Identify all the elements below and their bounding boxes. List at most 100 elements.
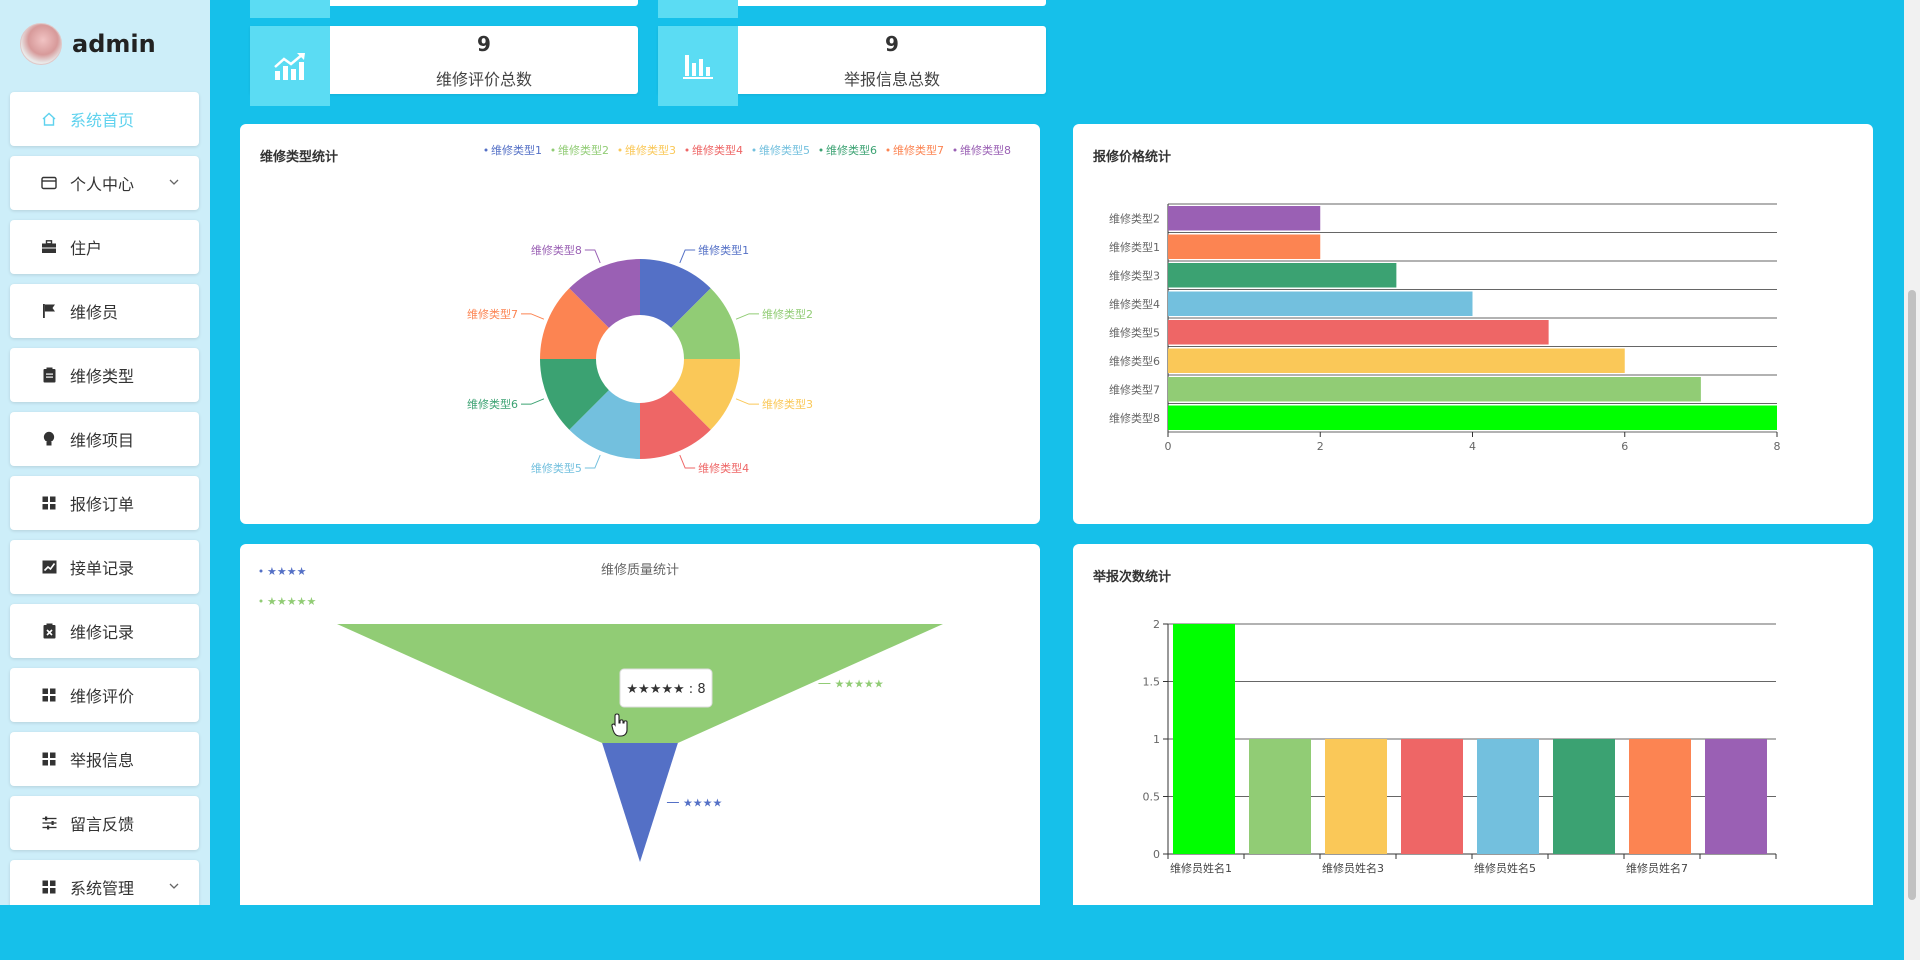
pie-label: 维修类型7 — [467, 307, 518, 321]
bar[interactable] — [1173, 624, 1235, 854]
sidebar-item-6[interactable]: 维修项目 — [10, 412, 199, 466]
x-tick-label: 4 — [1469, 440, 1476, 453]
chart-tooltip: ★★★★★ : 8 — [619, 668, 713, 708]
sidebar-item-1[interactable]: 系统首页 — [10, 92, 199, 146]
pie-slice[interactable] — [640, 259, 711, 328]
pie-label: 维修类型1 — [698, 243, 749, 257]
legend-marker[interactable] — [618, 148, 622, 152]
bar[interactable] — [1168, 206, 1321, 231]
pie-slice[interactable] — [540, 288, 609, 359]
y-tick-label: 维修类型1 — [1109, 240, 1160, 254]
x-tick-label: 2 — [1317, 440, 1324, 453]
grid-icon — [40, 686, 58, 704]
bar[interactable] — [1401, 739, 1463, 854]
sidebar-item-label: 举报信息 — [70, 751, 135, 770]
legend-label[interactable]: 维修类型4 — [692, 143, 743, 157]
funnel-label: ★★★★ — [683, 797, 723, 810]
legend-label[interactable]: 维修类型5 — [759, 143, 810, 157]
bar[interactable] — [1168, 320, 1549, 345]
page-scrollbar[interactable] — [1904, 0, 1920, 960]
sidebar-item-label: 维修类型 — [70, 367, 135, 386]
sliders-icon — [40, 814, 58, 832]
legend-marker[interactable] — [819, 148, 823, 152]
tooltip-box — [619, 668, 713, 708]
legend-marker[interactable] — [551, 148, 555, 152]
sidebar-item-label: 维修员 — [70, 303, 119, 322]
legend-marker[interactable] — [953, 148, 957, 152]
legend-label[interactable]: 维修类型8 — [960, 143, 1011, 157]
legend-marker[interactable] — [259, 599, 263, 603]
stat-value: 9 — [477, 32, 491, 56]
bottom-strip — [0, 905, 1904, 960]
sidebar-item-8[interactable]: 接单记录 — [10, 540, 199, 594]
sidebar-item-4[interactable]: 维修员 — [10, 284, 199, 338]
sidebar: admin 系统首页 个人中心 住户 维修员 维修类型 维修项目 报修订单 接单记录 维修记录维… — [0, 0, 210, 914]
panel-title: 报修价格统计 — [1093, 150, 1172, 165]
bar[interactable] — [1325, 739, 1387, 854]
legend-label[interactable]: 维修类型7 — [893, 143, 944, 157]
sidebar-item-9[interactable]: 维修记录 — [10, 604, 199, 658]
grid-icon — [40, 750, 58, 768]
bar-chart-icon — [658, 26, 738, 106]
funnel-segment[interactable] — [602, 743, 678, 862]
legend-marker[interactable] — [259, 569, 263, 573]
legend-label[interactable]: 维修类型3 — [625, 143, 676, 157]
y-tick-label: 0 — [1153, 848, 1160, 861]
bar[interactable] — [1168, 348, 1625, 374]
bar[interactable] — [1168, 263, 1397, 288]
stat-card-reports: 9 举报信息总数 — [658, 26, 1046, 106]
pie-leader-line — [735, 398, 760, 405]
legend-marker[interactable] — [484, 148, 488, 152]
legend-marker[interactable] — [685, 148, 689, 152]
y-tick-label: 维修类型4 — [1109, 297, 1160, 311]
bar[interactable] — [1553, 739, 1615, 854]
hbar-chart: 维修类型2 维修类型1 维修类型3 维修类型4 维修类型5 维修类型6 维修类型7 维修类型8… — [1109, 203, 1781, 453]
home-icon — [40, 110, 58, 128]
sidebar-item-5[interactable]: 维修类型 — [10, 348, 199, 402]
partial-stat-icon-left — [250, 0, 330, 18]
bar[interactable] — [1629, 739, 1691, 854]
pie-slice[interactable] — [569, 390, 640, 459]
legend-marker[interactable] — [886, 148, 890, 152]
sidebar-item-7[interactable]: 报修订单 — [10, 476, 199, 530]
clipboard-icon — [40, 366, 58, 384]
pie-label: 维修类型4 — [698, 461, 749, 475]
bar[interactable] — [1168, 377, 1701, 402]
x-tick-label: 维修员姓名7 — [1626, 861, 1688, 875]
clipboard-x-icon — [40, 622, 58, 640]
scroll-thumb[interactable] — [1908, 290, 1916, 900]
sidebar-item-10[interactable]: 维修评价 — [10, 668, 199, 722]
stat-label: 举报信息总数 — [843, 70, 940, 89]
bar[interactable] — [1477, 739, 1539, 854]
sidebar-item-label: 维修记录 — [70, 623, 135, 642]
legend-label[interactable]: 维修类型1 — [491, 143, 542, 157]
pie-slice[interactable] — [640, 390, 711, 459]
legend-label[interactable]: 维修类型6 — [826, 143, 877, 157]
bar[interactable] — [1168, 234, 1321, 260]
stat-value: 9 — [885, 32, 899, 56]
bar[interactable] — [1168, 291, 1473, 317]
sidebar-item-label: 系统首页 — [70, 111, 135, 130]
bar[interactable] — [1705, 739, 1767, 854]
legend-marker[interactable] — [752, 148, 756, 152]
partial-stat-card-left — [250, 0, 638, 6]
sidebar-item-label: 系统管理 — [70, 879, 135, 898]
pie-slice[interactable] — [569, 259, 640, 328]
sidebar-item-12[interactable]: 留言反馈 — [10, 796, 199, 850]
legend-label[interactable]: ★★★★★ — [267, 595, 316, 608]
pie-slice[interactable] — [671, 288, 740, 359]
pie-slice[interactable] — [671, 359, 740, 430]
bar[interactable] — [1168, 405, 1777, 431]
sidebar-item-2[interactable]: 个人中心 — [10, 156, 199, 210]
y-tick-label: 2 — [1153, 618, 1160, 631]
pie-slice[interactable] — [540, 359, 609, 430]
sidebar-item-11[interactable]: 举报信息 — [10, 732, 199, 786]
bar[interactable] — [1249, 739, 1311, 854]
legend-label[interactable]: ★★★★ — [267, 565, 307, 578]
sidebar-item-label: 维修评价 — [70, 687, 135, 706]
legend-label[interactable]: 维修类型2 — [558, 143, 609, 157]
tooltip-text: ★★★★★ : 8 — [626, 682, 705, 697]
avatar[interactable] — [20, 23, 62, 65]
sidebar-item-3[interactable]: 住户 — [10, 220, 199, 274]
pie-label: 维修类型5 — [531, 461, 582, 475]
